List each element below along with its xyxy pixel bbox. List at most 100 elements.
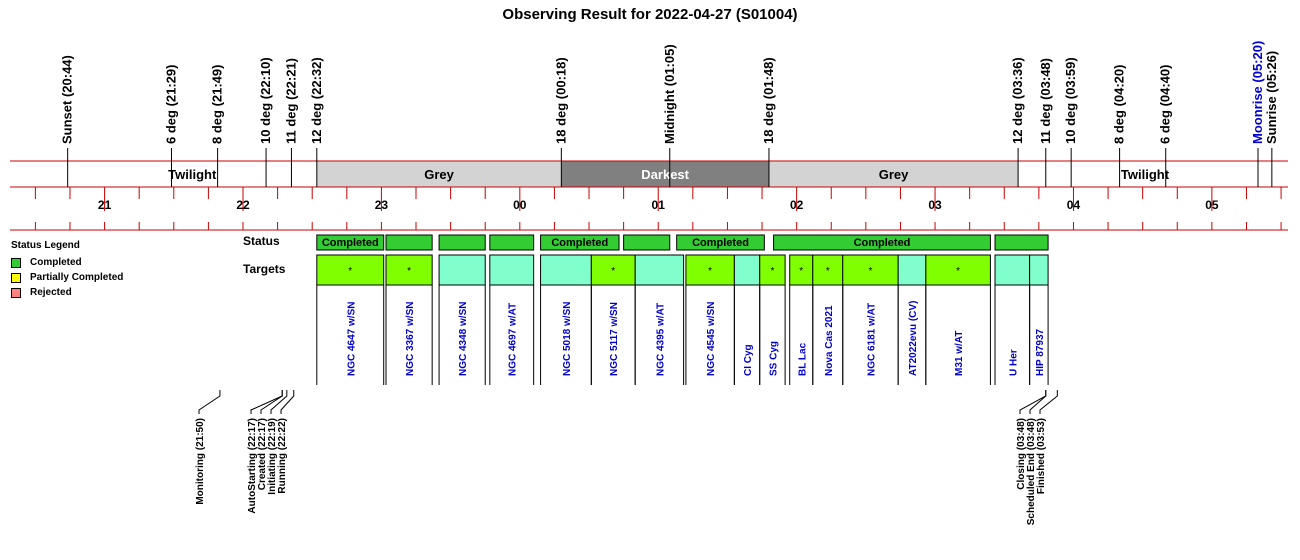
- status-legend-title: Status Legend: [11, 240, 80, 251]
- event-label-10-deg-22-10: 10 deg (22:10): [258, 57, 273, 144]
- target-ngc-5018-w-sn-label: NGC 5018 w/SN: [562, 302, 573, 376]
- status-block-4: [540, 234, 620, 251]
- target-ngc-5018-w-sn-box: [540, 254, 592, 286]
- target-ngc-3367-w-sn-marker: *: [407, 266, 411, 277]
- target-ngc-4697-w-at-label: NGC 4697 w/AT: [508, 303, 519, 376]
- target-ngc-6181-w-at-marker: *: [869, 266, 873, 277]
- status-block-label-4: Completed: [551, 237, 608, 249]
- status-block-7: [773, 234, 991, 251]
- target-ngc-6181-w-at-label: NGC 6181 w/AT: [866, 303, 877, 376]
- event-label-18-deg-00-18: 18 deg (00:18): [553, 57, 568, 144]
- target-u-her-label: U Her: [1008, 349, 1019, 376]
- bottom-event-finished-03-53-label: Finished (03:53): [1036, 418, 1047, 494]
- target-u-her-box: [994, 254, 1031, 286]
- hour-tick-label-04: 04: [1067, 198, 1081, 212]
- sky-band-darkest-2: [561, 161, 769, 187]
- target-ngc-4348-w-sn-box: [438, 254, 486, 286]
- target-ngc-4647-w-sn-label: NGC 4647 w/SN: [346, 302, 357, 376]
- status-block-label-6: Completed: [692, 237, 749, 249]
- bottom-event-initiating-22-19-leader: [270, 390, 288, 414]
- status-block-1: [385, 234, 433, 251]
- sky-band-grey-1: [316, 161, 562, 187]
- target-ngc-4647-w-sn-box: [316, 254, 385, 286]
- event-label-6-deg-21-29: 6 deg (21:29): [163, 65, 178, 144]
- event-label-sunset-20-44: Sunset (20:44): [60, 55, 75, 144]
- legend-item-rejected: Rejected: [11, 285, 123, 300]
- event-label-midnight-01-05: Midnight (01:05): [662, 44, 677, 144]
- target-ngc-4697-w-at-box: [489, 254, 535, 286]
- target-bl-lac-marker: *: [799, 266, 803, 277]
- legend-swatch-partially-completed: [11, 272, 21, 283]
- bottom-event-initiating-22-19-label: Initiating (22:19): [267, 418, 278, 495]
- targets-row-label: Targets: [243, 262, 286, 276]
- target-ngc-6181-w-at-box: [842, 254, 899, 286]
- target-ci-cyg-box: [733, 254, 761, 286]
- chart-title: Observing Result for 2022-04-27 (S01004): [502, 6, 798, 23]
- sky-band-label-twilight-0: Twilight: [168, 167, 217, 182]
- status-legend: Status Legend Completed Partially Comple…: [11, 240, 123, 300]
- status-block-3: [489, 234, 535, 251]
- hour-tick-label-05: 05: [1205, 198, 1219, 212]
- status-block-5: [623, 234, 671, 251]
- target-ci-cyg-label: CI Cyg: [743, 344, 754, 376]
- bottom-event-monitoring-21-50-label: Monitoring (21:50): [195, 418, 206, 505]
- bottom-event-closing-03-48-label: Closing (03:48): [1016, 418, 1027, 490]
- event-label-8-deg-21-49: 8 deg (21:49): [210, 65, 225, 144]
- hour-tick-label-01: 01: [652, 198, 666, 212]
- target-nova-cas-2021-box: [812, 254, 844, 286]
- sky-band-label-grey-3: Grey: [879, 167, 909, 182]
- status-block-0: [316, 234, 385, 251]
- legend-item-partially-completed: Partially Completed: [11, 270, 123, 285]
- sky-band-twilight-0: [67, 161, 317, 187]
- target-ngc-4647-w-sn-marker: *: [348, 266, 352, 277]
- event-label-10-deg-03-59: 10 deg (03:59): [1063, 57, 1078, 144]
- sky-band-label-twilight-4: Twilight: [1121, 167, 1170, 182]
- hour-tick-label-22: 22: [236, 198, 250, 212]
- sky-band-label-grey-1: Grey: [424, 167, 454, 182]
- status-block-label-7: Completed: [854, 237, 911, 249]
- bottom-event-scheduled-end-03-48-leader: [1029, 390, 1047, 414]
- target-m31-w-at-marker: *: [956, 266, 960, 277]
- hour-tick-label-00: 00: [513, 198, 527, 212]
- bottom-event-monitoring-21-50-leader: [198, 390, 221, 414]
- bottom-event-created-22-17-leader: [260, 390, 283, 414]
- bottom-event-closing-03-48-leader: [1019, 390, 1047, 414]
- legend-swatch-completed: [11, 257, 21, 268]
- bottom-event-created-22-17-label: Created (22:17): [257, 418, 268, 490]
- target-ss-cyg-marker: *: [770, 266, 774, 277]
- status-block-label-0: Completed: [322, 237, 379, 249]
- sky-band-twilight-4: [1018, 161, 1272, 187]
- target-ngc-4395-w-at-box: [634, 254, 685, 286]
- status-block-2: [438, 234, 486, 251]
- event-label-11-deg-03-48: 11 deg (03:48): [1038, 58, 1053, 144]
- event-label-sunrise-05-26: Sunrise (05:26): [1264, 51, 1279, 144]
- hour-tick-label-23: 23: [375, 198, 389, 212]
- hour-tick-label-21: 21: [98, 198, 112, 212]
- event-label-18-deg-01-48: 18 deg (01:48): [761, 57, 776, 144]
- target-nova-cas-2021-label: Nova Cas 2021: [824, 305, 835, 376]
- legend-swatch-rejected: [11, 287, 21, 298]
- event-label-12-deg-03-36: 12 deg (03:36): [1010, 57, 1025, 144]
- status-block-6: [676, 234, 765, 251]
- status-row-label: Status: [243, 234, 280, 248]
- bottom-event-finished-03-53-leader: [1039, 390, 1058, 414]
- legend-item-completed: Completed: [11, 255, 123, 270]
- target-hip-87937-box: [1029, 254, 1049, 286]
- target-ngc-5117-w-sn-box: [590, 254, 636, 286]
- legend-label-completed: Completed: [30, 257, 82, 268]
- hour-tick-label-02: 02: [790, 198, 804, 212]
- target-ss-cyg-label: SS Cyg: [768, 341, 779, 376]
- target-hip-87937-label: HIP 87937: [1035, 328, 1046, 376]
- target-ngc-4545-w-sn-label: NGC 4545 w/SN: [706, 302, 717, 376]
- event-label-12-deg-22-32: 12 deg (22:32): [309, 57, 324, 144]
- bottom-event-autostarting-22-17-label: AutoStarting (22:17): [247, 418, 258, 514]
- target-ngc-3367-w-sn-label: NGC 3367 w/SN: [405, 302, 416, 376]
- event-label-11-deg-22-21: 11 deg (22:21): [283, 58, 298, 144]
- hour-tick-label-03: 03: [928, 198, 942, 212]
- target-ngc-3367-w-sn-box: [385, 254, 433, 286]
- target-nova-cas-2021-marker: *: [826, 266, 830, 277]
- legend-label-rejected: Rejected: [30, 287, 72, 298]
- status-block-8: [994, 234, 1049, 251]
